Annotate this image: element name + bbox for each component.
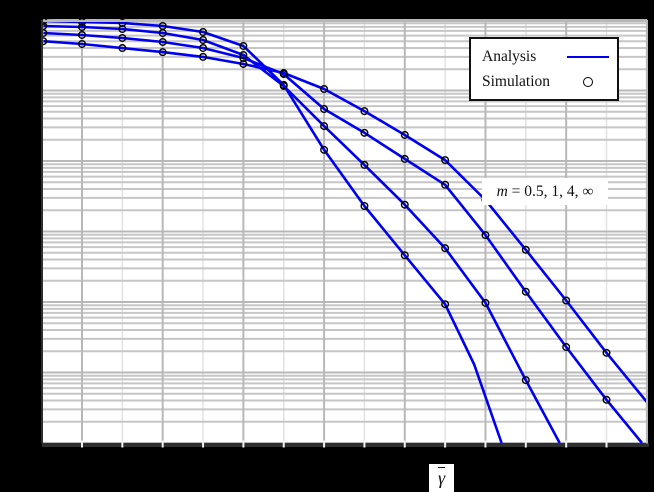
x-tick-notch xyxy=(484,440,487,448)
simulation-marker-m=4 xyxy=(400,200,409,209)
simulation-marker-m=4 xyxy=(239,50,248,59)
x-tick-notch xyxy=(444,440,447,448)
x-tick-notch xyxy=(161,440,164,448)
simulation-marker-m=inf xyxy=(400,251,409,260)
simulation-marker-m=4 xyxy=(77,22,86,31)
simulation-marker-m=0.5 xyxy=(43,37,48,46)
simulation-marker-m=0.5 xyxy=(602,348,611,357)
x-tick-notch xyxy=(81,440,83,448)
simulation-marker-m=0.5 xyxy=(320,85,329,94)
m-values-annotation: m = 0.5, 1, 4, ∞ xyxy=(482,178,608,205)
simulation-marker-m=inf xyxy=(199,27,208,36)
legend-label-simulation: Simulation xyxy=(482,72,551,90)
gamma-bar-symbol: γ xyxy=(437,467,446,488)
simulation-marker-m=inf xyxy=(320,145,329,154)
simulation-marker-m=4 xyxy=(521,376,530,385)
x-axis-label: γ xyxy=(429,464,454,492)
legend-item-simulation: Simulation xyxy=(482,71,610,93)
simulation-marker-m=1 xyxy=(199,43,208,52)
x-tick-notch xyxy=(565,440,568,448)
x-tick-notch xyxy=(524,440,527,448)
legend-item-analysis: Analysis xyxy=(482,46,610,68)
annotation-values: = 0.5, 1, 4, ∞ xyxy=(507,182,594,200)
blue-line-icon xyxy=(567,55,609,58)
simulation-marker-m=0.5 xyxy=(118,44,127,53)
simulation-marker-m=0.5 xyxy=(77,39,86,48)
simulation-marker-m=0.5 xyxy=(441,156,450,165)
x-tick-notch xyxy=(403,440,406,448)
legend-box: Analysis Simulation xyxy=(469,37,619,101)
simulation-marker-m=inf xyxy=(360,201,369,210)
simulation-marker-m=0.5 xyxy=(199,52,208,61)
analysis-line-swatch xyxy=(566,55,610,58)
simulation-marker-m=4 xyxy=(481,298,490,307)
simulation-marker-m=1 xyxy=(118,33,127,42)
simulation-marker-m=1 xyxy=(562,342,571,351)
simulation-marker-m=inf xyxy=(279,80,288,89)
analysis-curve-m=0.5 xyxy=(43,39,648,403)
simulation-marker-m=inf xyxy=(158,22,167,31)
simulation-marker-m=4 xyxy=(43,22,48,31)
simulation-marker-m=1 xyxy=(77,30,86,39)
x-tick-notch xyxy=(605,440,608,448)
simulation-marker-m=4 xyxy=(199,36,208,45)
annotation-variable: m xyxy=(496,182,508,200)
simulation-marker-m=0.5 xyxy=(521,245,530,254)
simulation-marker-m=0.5 xyxy=(158,48,167,57)
open-circle-icon xyxy=(583,76,593,87)
simulation-marker-m=1 xyxy=(521,287,530,296)
simulation-marker-m=1 xyxy=(481,231,490,240)
x-tick-notch xyxy=(363,440,366,448)
legend-label-analysis: Analysis xyxy=(482,47,537,65)
simulation-marker-m=1 xyxy=(320,105,329,114)
x-tick-notch xyxy=(121,440,124,448)
simulation-marker-m=4 xyxy=(360,160,369,169)
curve-m=inf xyxy=(43,19,503,444)
simulation-marker-m=1 xyxy=(400,154,409,163)
simulation-marker-m=1 xyxy=(441,180,450,189)
curve-m=4 xyxy=(43,22,561,444)
x-tick-notch xyxy=(323,440,326,448)
analysis-curve-m=inf xyxy=(43,19,503,444)
simulation-marker-m=4 xyxy=(441,244,450,253)
simulation-marker-m=1 xyxy=(279,70,288,79)
simulation-marker-swatch xyxy=(566,76,610,87)
analysis-curve-m=1 xyxy=(43,31,644,444)
simulation-marker-m=inf xyxy=(118,19,127,27)
analysis-curve-m=4 xyxy=(43,24,561,444)
simulation-marker-m=4 xyxy=(320,122,329,131)
simulation-marker-m=inf xyxy=(441,300,450,309)
x-tick-notch xyxy=(242,440,245,448)
simulation-marker-m=1 xyxy=(360,128,369,137)
simulation-marker-m=0.5 xyxy=(400,130,409,139)
simulation-marker-m=0.5 xyxy=(562,296,571,305)
x-tick-notch xyxy=(282,440,285,448)
simulation-marker-m=inf xyxy=(239,41,248,50)
simulation-marker-m=1 xyxy=(602,395,611,404)
simulation-marker-m=0.5 xyxy=(360,107,369,116)
x-tick-notch xyxy=(202,440,205,448)
simulation-marker-m=1 xyxy=(158,37,167,46)
